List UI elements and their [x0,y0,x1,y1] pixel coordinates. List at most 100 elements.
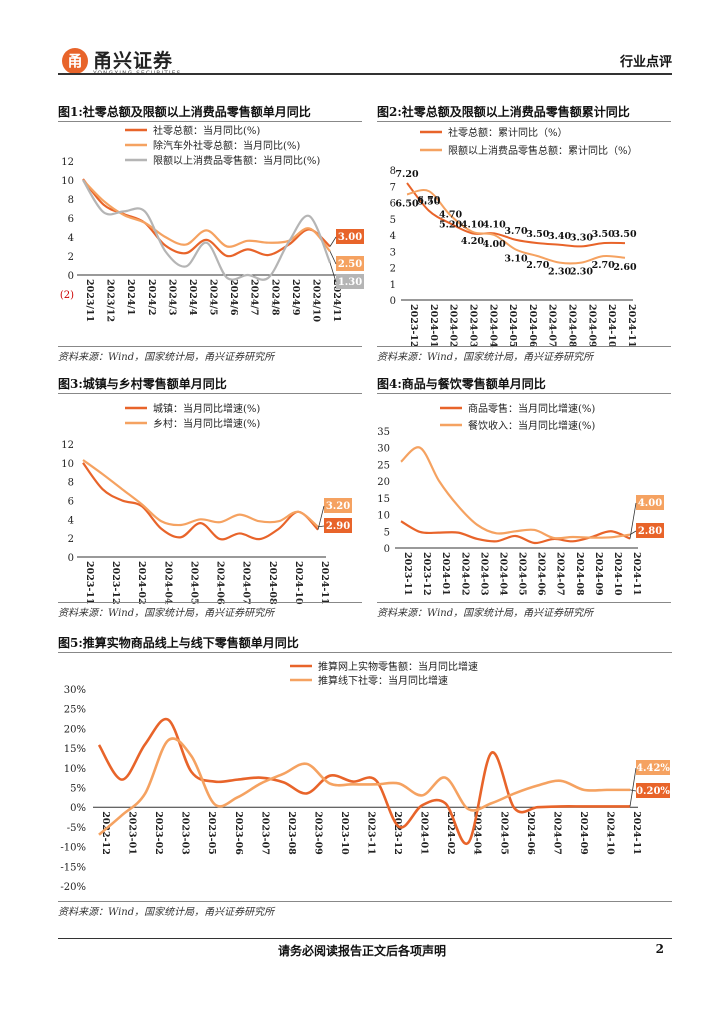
fig5-xtick-label: 2024-06 [525,811,536,855]
fig5-xtick-label: 2024-02 [445,811,456,855]
fig1-xtick-label: 2023/12 [105,279,116,322]
fig4-title-rule [377,393,671,394]
fig1-legend-label: 限额以上消费品零售额：当月同比(%) [153,154,320,167]
fig5-xtick-label: 2024-11 [631,811,642,855]
fig3-ytick-label: 12 [61,440,74,451]
fig1-end-label: 1.30 [338,277,362,288]
fig1-xtick-label: 2024/3 [166,279,177,316]
fig5-xtick-label: 2024-05 [498,811,509,855]
fig3-legend-label: 乡村：当月同比增速(%) [153,417,260,430]
fig2-xtick-label: 2024-02 [448,304,459,348]
fig5-xtick-label: 2023-11 [366,811,377,855]
fig1-ytick-label: 2 [68,252,74,263]
fig1-chart: (2) 0 2 4 6 8 10 12 2023/11 2023/12 2024/1 2024/2 20… [60,124,364,323]
fig3-xtick-label: 2023-12 [110,561,121,605]
fig2-point-label: 6.70 [417,195,441,206]
fig1-xtick-label: 2024/5 [208,279,219,316]
fig3-xtick-label: 2024-07 [241,561,252,605]
fig1-xtick-label: 2024/9 [290,279,301,316]
fig3-xtick-label: 2023-11 [84,561,95,605]
fig2-point-label: 2.30 [548,267,572,278]
fig2-point-label: 5.50 [417,197,441,208]
fig1-end-label-leader [329,262,337,283]
fig5-end-label: 0.20% [636,786,670,797]
fig2-point-label: 6.50 [395,198,419,209]
fig1-xtick-label: 2024/1 [125,279,136,316]
fig3-title-rule [58,393,362,394]
fig5-source-rule [58,901,672,902]
fig1-end-label-box [336,256,364,271]
fig2-point-label: 3.30 [570,232,594,243]
fig2-point-label: 4.70 [439,210,463,221]
fig3-xtick-label: 2024-04 [162,561,173,605]
fig4-xtick-label: 2024-10 [612,552,623,596]
fig1-ytick-label: 8 [68,195,74,206]
fig5-legend-label: 推算线下社零：当月同比增速 [318,674,448,687]
fig2-chart: 0 1 2 3 4 5 6 7 8 2023-12 2024-01 2024-02 2024-03 202… [390,126,638,348]
fig1-xtick-label: 2024/4 [187,279,198,316]
fig2-xtick-label: 2024-09 [586,304,597,348]
fig5-ytick-label: 10% [64,764,86,775]
fig3-chart: 0 2 4 6 8 10 12 2023-11 2023-12 2024-02 2024-04 202… [61,402,352,605]
fig4-source: 资料来源：Wind，国家统计局，甬兴证券研究所 [377,608,594,619]
fig2-ytick-label: 1 [390,280,396,291]
fig1-ytick-label: 6 [68,214,74,225]
fig3-ytick-label: 4 [68,515,74,526]
fig1-xtick-label: 2023/11 [84,279,95,322]
fig3-ytick-label: 2 [68,534,74,545]
fig4-ytick-label: 10 [377,511,390,522]
fig2-xtick-label: 2024-11 [626,304,637,348]
fig4-ytick-label: 35 [377,427,390,438]
fig1-title: 图1:社零总额及限额以上消费品零售额单月同比 [58,105,311,119]
fig2-legend-label: 限额以上消费品零售总额：累计同比（%） [448,144,638,157]
fig3-ytick-label: 6 [68,497,74,508]
fig2-point-label: 4.20 [461,236,485,247]
fig4-title: 图4:商品与餐饮零售额单月同比 [377,377,546,391]
fig4-end-label: 2.80 [638,526,662,537]
fig5-xtick-label: 2024-01 [419,811,430,855]
fig2-series-line-1 [406,189,626,265]
fig2-point-label: 5.20 [439,220,463,231]
fig4-end-label-box [636,523,664,538]
fig4-end-label-leader [629,502,637,539]
fig5-xtick-label: 2024-10 [604,811,615,855]
fig5-ytick-label: 0% [70,803,86,814]
fig2-source: 资料来源：Wind，国家统计局，甬兴证券研究所 [377,352,594,363]
fig2-xtick-label: 2024-01 [428,304,439,348]
fig2-legend-label: 社零总额：累计同比（%） [448,126,568,139]
fig3-end-label-leader [317,525,325,528]
fig5-ytick-label: 20% [64,724,86,735]
fig2-ytick-label: 7 [390,182,396,193]
fig4-xtick-label: 2024-06 [536,552,547,596]
fig1-end-label-leader [329,251,337,265]
section-tag: 行业点评 [619,55,672,70]
fig5-legend-label: 推算网上实物零售额：当月同比增速 [318,660,478,673]
fig3-xtick-label: 2024-08 [267,561,278,605]
fig4-end-label: 4.00 [638,498,662,509]
fig4-end-label-box [636,495,664,510]
fig4-ytick-label: 25 [377,460,390,471]
fig5-end-label-box [636,783,670,798]
fig4-ytick-label: 5 [384,527,390,538]
fig5-xtick-label: 2024-04 [472,811,483,855]
fig1-ytick-label: 4 [68,233,74,244]
footer-divider [58,938,672,939]
fig2-ytick-label: 6 [390,199,396,210]
fig3-xtick-label: 2024-10 [293,561,304,605]
fig2-ytick-label: 4 [390,231,396,242]
fig1-series-line-2 [82,179,332,281]
fig5-ytick-label: -10% [60,843,86,854]
fig4-chart: 0 5 10 15 20 25 30 35 2023-11 2023-12 2024-01 2024-… [377,402,664,596]
fig4-series-line-1 [400,446,631,540]
fig5-xtick-label: 2023-10 [339,811,350,855]
fig5-xtick-label: 2023-06 [233,811,244,855]
fig2-xtick-label: 2024-03 [467,304,478,348]
fig1-xtick-label: 2024/2 [146,279,157,316]
fig3-ytick-label: 0 [68,553,74,564]
fig3-series-line-0 [82,462,319,541]
fig4-xtick-label: 2023-11 [402,552,413,596]
fig2-ytick-label: 5 [390,215,396,226]
fig1-xtick-label: 2024/6 [228,279,239,316]
fig2-ytick-label: 3 [390,247,396,258]
fig4-ytick-label: 20 [377,477,390,488]
